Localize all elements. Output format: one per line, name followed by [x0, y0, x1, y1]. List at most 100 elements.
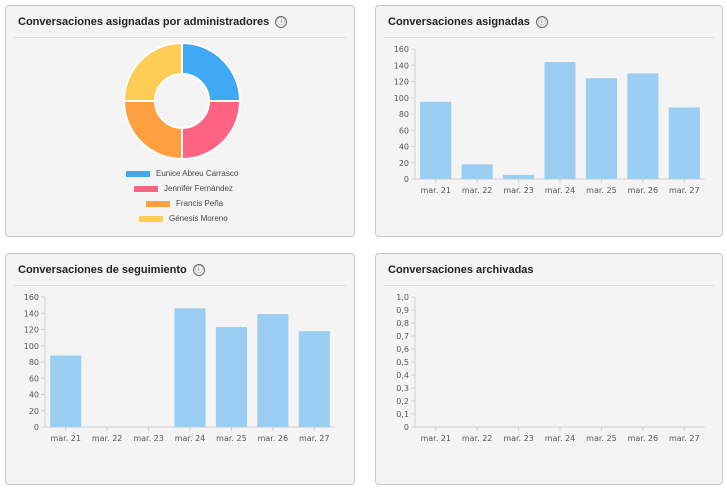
y-tick-label: 0,5	[396, 358, 409, 367]
y-tick-label: 1,0	[396, 293, 409, 302]
x-tick-label: mar. 21	[420, 434, 451, 443]
x-tick-label: mar. 22	[92, 434, 123, 443]
x-tick-label: mar. 25	[586, 434, 617, 443]
y-tick-label: 0	[404, 423, 409, 432]
y-tick-label: 0,1	[396, 410, 409, 419]
card-title-text: Conversaciones archivadas	[388, 264, 534, 276]
y-tick-label: 0,3	[396, 384, 409, 393]
y-tick-label: 40	[29, 391, 39, 400]
y-tick-label: 160	[394, 45, 409, 54]
bar[interactable]	[420, 101, 452, 179]
legend-swatch	[126, 170, 150, 177]
card-title: Conversaciones asignadas ⓘ	[388, 16, 548, 28]
legend-label: Francis Peña	[176, 199, 224, 208]
y-tick-label: 120	[394, 78, 409, 87]
x-tick-label: mar. 27	[299, 434, 330, 443]
bar-chart: 0 20 40 60 80 100 120 140 160 mar. 21 mar. 22 mar. …	[24, 293, 335, 443]
bar[interactable]	[50, 355, 82, 428]
info-icon[interactable]: ⓘ	[535, 16, 548, 28]
x-tick-label: mar. 24	[545, 434, 576, 443]
y-tick-label: 160	[24, 293, 39, 302]
bar[interactable]	[215, 327, 247, 427]
divider	[14, 285, 346, 286]
y-tick-label: 140	[24, 309, 39, 318]
card-archived: Conversaciones archivadas 0 0,1 0,2 0,3 0,4 0…	[375, 253, 723, 485]
y-tick-label: 80	[399, 110, 409, 119]
donut-slice[interactable]	[122, 41, 183, 102]
info-icon[interactable]: ⓘ	[192, 264, 205, 276]
y-tick-label: 0,9	[396, 306, 409, 315]
x-tick-label: mar. 24	[175, 434, 206, 443]
x-tick-label: mar. 24	[545, 186, 576, 195]
card-admin-assigned: Conversaciones asignadas por administrad…	[5, 5, 355, 237]
x-tick-label: mar. 22	[462, 434, 493, 443]
card-assigned: Conversaciones asignadas ⓘ 0 20 40 60 80 100 1…	[375, 5, 723, 237]
y-tick-label: 0,8	[396, 319, 409, 328]
x-tick-label: mar. 27	[669, 186, 700, 195]
bar[interactable]	[257, 314, 289, 427]
card-title-text: Conversaciones asignadas por administrad…	[18, 16, 270, 28]
x-tick-label: mar. 21	[420, 186, 451, 195]
card-title-text: Conversaciones de seguimiento	[18, 264, 187, 276]
x-tick-label: mar. 25	[216, 434, 247, 443]
card-title: Conversaciones asignadas por administrad…	[18, 16, 288, 28]
divider	[384, 285, 714, 286]
y-tick-label: 0,7	[396, 332, 409, 341]
y-tick-label: 80	[29, 358, 39, 367]
info-icon[interactable]: ⓘ	[275, 16, 288, 28]
y-tick-label: 40	[399, 143, 409, 152]
x-tick-label: mar. 22	[462, 186, 493, 195]
card-title: Conversaciones archivadas	[388, 264, 534, 276]
legend-item[interactable]: Jennifer Fernández	[6, 181, 354, 196]
y-tick-label: 0	[404, 175, 409, 184]
y-tick-label: 0,2	[396, 397, 409, 406]
bar[interactable]	[544, 62, 576, 179]
x-tick-label: mar. 26	[628, 434, 659, 443]
x-tick-label: mar. 26	[628, 186, 659, 195]
legend-label: Génesis Moreno	[169, 214, 228, 223]
bar[interactable]	[585, 78, 617, 179]
x-tick-label: mar. 27	[669, 434, 700, 443]
bar[interactable]	[298, 331, 330, 427]
y-tick-label: 0	[34, 423, 39, 432]
y-tick-label: 140	[394, 61, 409, 70]
y-tick-label: 20	[29, 407, 39, 416]
legend-swatch	[146, 200, 170, 207]
x-tick-label: mar. 23	[503, 186, 534, 195]
card-title-text: Conversaciones asignadas	[388, 16, 530, 28]
legend-label: Jennifer Fernández	[164, 184, 233, 193]
donut-slice[interactable]	[181, 100, 242, 161]
chart-legend: Eunice Abreu Carrasco Jennifer Fernández F…	[6, 166, 354, 226]
y-tick-label: 100	[24, 342, 39, 351]
donut-slice[interactable]	[122, 100, 183, 161]
x-tick-label: mar. 23	[133, 434, 164, 443]
bar[interactable]	[627, 73, 659, 179]
divider	[14, 37, 346, 38]
legend-label: Eunice Abreu Carrasco	[156, 169, 239, 178]
legend-swatch	[139, 215, 163, 222]
bar-chart: 0 0,1 0,2 0,3 0,4 0,5 0,6 0,7 0,8 0,9 1,0 mar. 21 ma…	[396, 293, 705, 443]
y-tick-label: 20	[399, 159, 409, 168]
y-tick-label: 60	[29, 374, 39, 383]
y-tick-label: 100	[394, 94, 409, 103]
y-tick-label: 120	[24, 326, 39, 335]
bar[interactable]	[461, 164, 493, 179]
legend-item[interactable]: Génesis Moreno	[6, 211, 354, 226]
x-tick-label: mar. 21	[50, 434, 81, 443]
y-tick-label: 0,4	[396, 371, 409, 380]
y-tick-label: 0,6	[396, 345, 409, 354]
x-tick-label: mar. 26	[258, 434, 289, 443]
donut-chart	[122, 41, 242, 161]
bar[interactable]	[174, 308, 206, 427]
y-tick-label: 60	[399, 126, 409, 135]
divider	[384, 37, 714, 38]
legend-item[interactable]: Francis Peña	[6, 196, 354, 211]
legend-item[interactable]: Eunice Abreu Carrasco	[6, 166, 354, 181]
x-tick-label: mar. 25	[586, 186, 617, 195]
card-title: Conversaciones de seguimiento ⓘ	[18, 264, 205, 276]
bar-chart: 0 20 40 60 80 100 120 140 160 mar. 21 mar. 22 mar. …	[394, 45, 705, 195]
bar[interactable]	[503, 174, 535, 179]
donut-slice[interactable]	[181, 41, 242, 102]
legend-swatch	[134, 185, 158, 192]
bar[interactable]	[668, 107, 700, 180]
